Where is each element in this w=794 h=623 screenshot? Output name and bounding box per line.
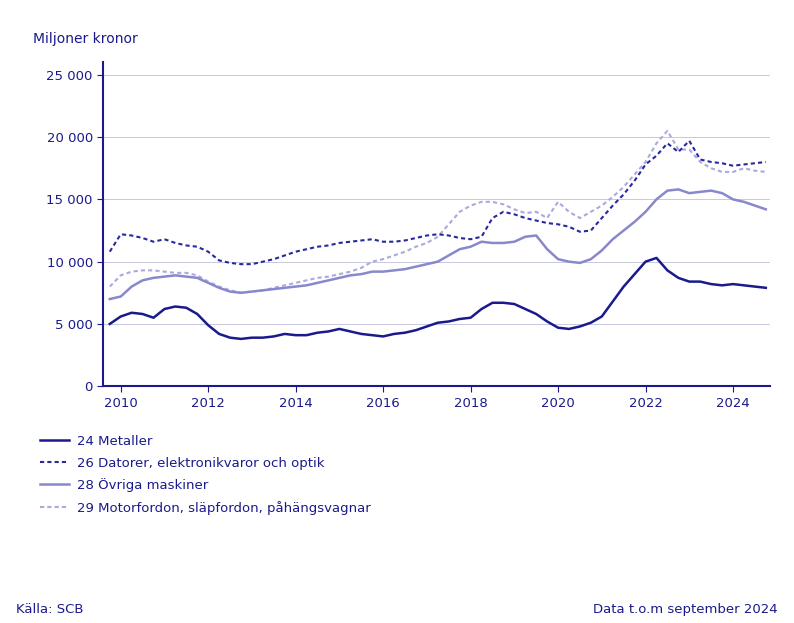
Text: Källa: SCB: Källa: SCB <box>16 602 83 616</box>
Text: Data t.o.m september 2024: Data t.o.m september 2024 <box>593 602 778 616</box>
Text: Miljoner kronor: Miljoner kronor <box>33 32 138 46</box>
Legend: 24 Metaller, 26 Datorer, elektronikvaror och optik, 28 Övriga maskiner, 29 Motor: 24 Metaller, 26 Datorer, elektronikvaror… <box>40 435 371 515</box>
